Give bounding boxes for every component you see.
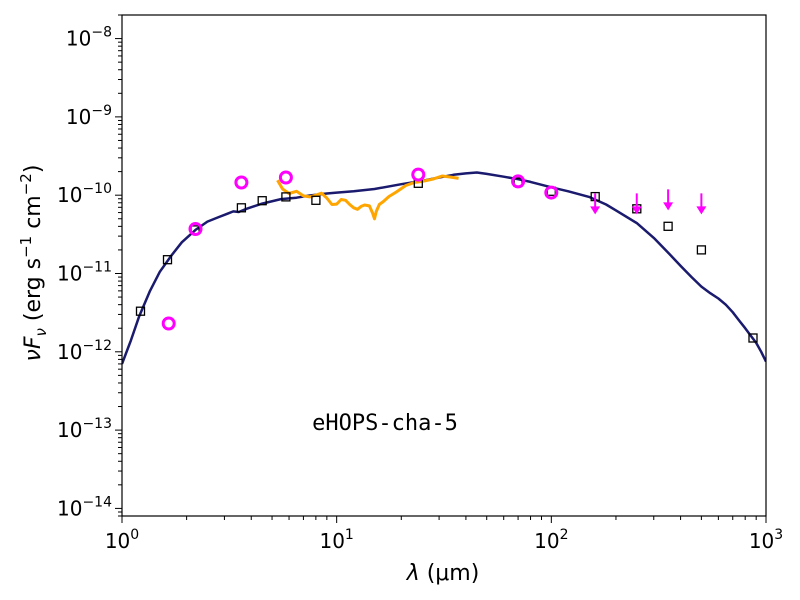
y-axis-label-exp2: −2	[17, 173, 35, 195]
y-tick-label: 10−9	[66, 103, 112, 129]
photometry-square-point	[236, 203, 247, 213]
y-tick-label-base: 10	[57, 496, 82, 520]
photometry-square-point	[257, 196, 267, 206]
y-tick-label: 10−12	[57, 338, 112, 364]
y-axis-label: νFν (erg s−1 cm−2)	[17, 165, 50, 362]
model-sed-line	[122, 171, 766, 365]
x-tick-label-base: 10	[105, 529, 130, 553]
x-tick-label-exponent: 3	[774, 527, 783, 543]
y-tick-label-base: 10	[57, 183, 82, 207]
y-tick-label: 10−10	[57, 181, 112, 207]
y-axis-label-exp1: −1	[17, 236, 35, 258]
y-tick-label-exponent: −14	[82, 494, 112, 510]
x-tick-label: 101	[319, 527, 353, 553]
y-tick-label: 10−8	[66, 25, 112, 51]
upper-limit-arrow	[696, 193, 707, 215]
y-tick-label-base: 10	[66, 105, 91, 129]
y-tick-label-exponent: −13	[82, 416, 112, 432]
photometry-square-point	[281, 192, 291, 202]
annotation-label: eHOPS-cha-5	[312, 411, 458, 436]
y-axis-label-unit-mid: cm	[21, 195, 46, 236]
plot-frame	[121, 14, 767, 517]
photometry-circle-point	[511, 174, 526, 189]
x-tick-label: 102	[534, 527, 568, 553]
y-tick-label-exponent: −8	[91, 25, 112, 41]
x-tick-label-base: 10	[749, 529, 774, 553]
y-axis-label-unit-lead: (erg s	[21, 258, 46, 328]
upper-limit-arrow	[631, 193, 642, 215]
photometry-square-point	[748, 333, 758, 343]
photometry-square-point	[311, 195, 321, 205]
y-tick-label: 10−11	[57, 259, 112, 285]
photometry-square-point	[696, 245, 707, 255]
upper-limit-arrow	[590, 193, 601, 215]
x-tick-label-exponent: 2	[560, 527, 569, 543]
y-tick-label-base: 10	[57, 418, 82, 442]
photometry-square-point	[162, 255, 173, 265]
y-axis-label-symbol: νF	[21, 336, 46, 361]
photometry-square-point	[135, 306, 146, 316]
photometry-circle-point	[278, 170, 293, 185]
x-tick-label: 100	[105, 527, 139, 553]
x-axis-label: λ (μm)	[406, 561, 480, 586]
upper-limit-arrow	[663, 189, 674, 211]
y-tick-label-exponent: −11	[82, 259, 112, 275]
photometry-square-point	[663, 221, 673, 231]
y-tick-label: 10−13	[57, 416, 112, 442]
x-tick-label-base: 10	[319, 529, 344, 553]
plot-area	[122, 167, 766, 365]
x-axis-label-unit: (μm)	[420, 561, 480, 586]
x-tick-label-exponent: 1	[345, 527, 354, 543]
x-tick-label: 103	[749, 527, 783, 553]
y-axis-label-unit-end: )	[21, 165, 46, 174]
photometry-circle-point	[161, 316, 176, 331]
y-tick-label-base: 10	[66, 27, 91, 51]
photometry-circle-point	[544, 185, 559, 200]
x-axis-label-symbol: λ	[406, 561, 420, 586]
y-tick-label: 10−14	[57, 494, 112, 520]
y-axis-label-subscript: ν	[32, 328, 50, 336]
photometry-circle-point	[188, 222, 203, 236]
x-tick-label-exponent: 0	[130, 527, 139, 543]
y-tick-label-base: 10	[57, 340, 82, 364]
y-tick-label-base: 10	[57, 261, 82, 285]
y-tick-label-exponent: −10	[82, 181, 112, 197]
x-tick-label-base: 10	[534, 529, 559, 553]
photometry-circle-point	[411, 167, 426, 182]
photometry-circle-point	[234, 175, 249, 190]
x-axis-ticks: 100 101 102 103	[105, 14, 783, 553]
y-tick-label-exponent: −12	[82, 338, 112, 354]
y-tick-label-exponent: −9	[91, 103, 112, 119]
